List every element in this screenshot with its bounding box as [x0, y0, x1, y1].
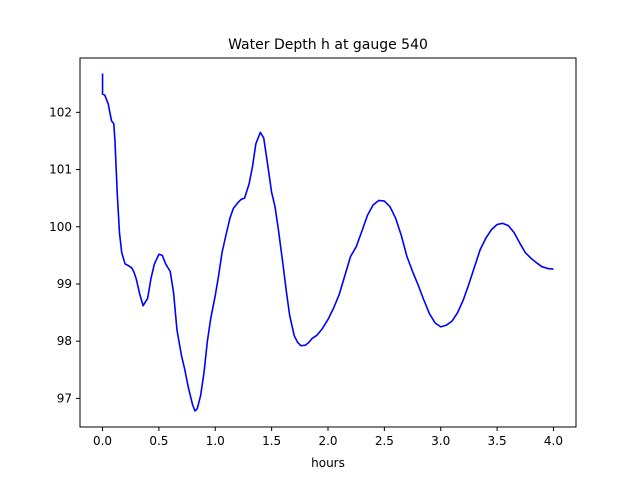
y-tick-label: 99 — [57, 277, 72, 291]
x-axis-label: hours — [311, 456, 345, 470]
x-tick-label: 2.0 — [318, 434, 337, 448]
series-line-0 — [101, 73, 554, 412]
chart-title: Water Depth h at gauge 540 — [228, 37, 428, 53]
x-tick-label: 3.5 — [488, 434, 507, 448]
x-tick-label: 1.0 — [206, 434, 225, 448]
y-tick-label: 102 — [49, 105, 72, 119]
x-axis-ticks: 0.0 0.5 1.0 1.5 2.0 2.5 3.0 3.5 4.0 — [93, 427, 563, 448]
x-tick-label: 1.5 — [262, 434, 281, 448]
y-axis-ticks: 97 98 99 100 101 102 — [49, 105, 80, 405]
series-layer — [101, 73, 554, 412]
x-tick-label: 3.0 — [431, 434, 450, 448]
x-tick-label: 0.5 — [149, 434, 168, 448]
y-tick-label: 101 — [49, 163, 72, 177]
y-tick-label: 98 — [57, 334, 72, 348]
x-tick-label: 2.5 — [375, 434, 394, 448]
x-tick-label: 4.0 — [544, 434, 563, 448]
x-tick-label: 0.0 — [93, 434, 112, 448]
y-tick-label: 100 — [49, 220, 72, 234]
y-tick-label: 97 — [57, 391, 72, 405]
